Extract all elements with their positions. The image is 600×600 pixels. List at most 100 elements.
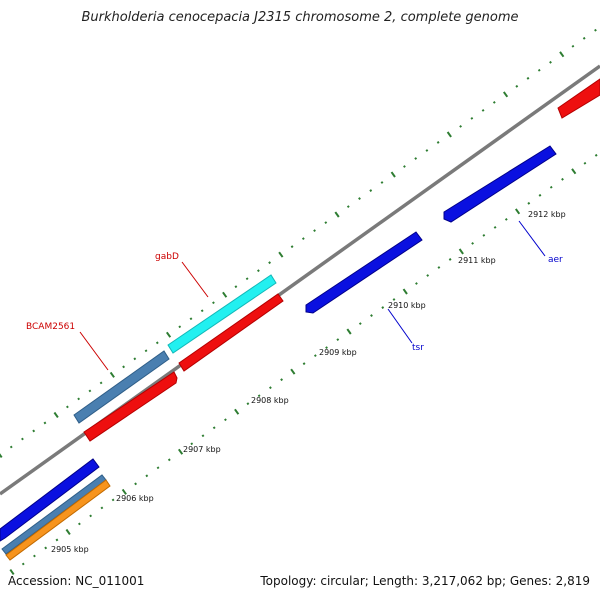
- tsr-leader: [387, 308, 413, 344]
- inner-track-tick: [280, 378, 284, 382]
- gene-blue-bottom-left[interactable]: [0, 458, 100, 542]
- outer-track-tick: [549, 60, 552, 64]
- inner-track-tick: [167, 458, 171, 462]
- outer-track-tick: [122, 365, 126, 369]
- gene-aer[interactable]: [443, 145, 557, 223]
- inner-track-tick: [594, 153, 598, 157]
- gene-steel-bottom-left[interactable]: [1, 474, 107, 555]
- outer-track-tick: [77, 397, 81, 401]
- outer-track-tick: [526, 76, 530, 80]
- inner-track-tick: [370, 314, 373, 317]
- inner-track-tick: [514, 208, 521, 215]
- outer-track-tick: [268, 261, 272, 265]
- inner-track-tick: [89, 514, 93, 518]
- gene-red-top-right[interactable]: [557, 78, 600, 119]
- inner-track-tick: [177, 448, 184, 455]
- inner-track-tick: [482, 234, 486, 237]
- inner-track-tick: [268, 386, 272, 390]
- outer-track-tick: [492, 101, 496, 104]
- inner-track-tick: [392, 298, 396, 301]
- outer-track-tick: [66, 405, 69, 409]
- outer-track-tick: [43, 421, 47, 425]
- outer-track-tick: [414, 157, 418, 160]
- accession-text: Accession: NC_011001: [8, 574, 145, 588]
- scale-label-2907: 2907 kbp: [183, 445, 221, 454]
- gene-tsr[interactable]: [305, 231, 423, 314]
- inner-track-tick: [448, 258, 452, 261]
- outer-track-tick: [109, 371, 115, 378]
- outer-track-tick: [582, 36, 586, 40]
- outer-track-tick: [515, 84, 519, 88]
- scale-label-2906: 2906 kbp: [116, 494, 154, 503]
- outer-track-tick: [481, 108, 485, 112]
- gene-bcam2561[interactable]: [73, 350, 170, 424]
- outer-track-tick: [446, 131, 452, 138]
- inner-track-tick: [313, 354, 317, 357]
- outer-track-tick: [144, 349, 148, 353]
- gene-orange-bottom-left[interactable]: [5, 479, 111, 561]
- outer-track-tick: [459, 124, 463, 128]
- scale-label-2909: 2909 kbp: [319, 348, 357, 357]
- bcam2561-label[interactable]: BCAM2561: [26, 322, 75, 332]
- map-title: Burkholderia cenocepacia J2315 chromosom…: [81, 10, 519, 25]
- outer-track-tick: [334, 211, 340, 218]
- outer-track-tick: [165, 331, 172, 338]
- inner-track-tick: [358, 322, 362, 325]
- tsr-label[interactable]: tsr: [412, 343, 424, 353]
- inner-track-tick: [302, 362, 306, 366]
- inner-track-tick: [471, 242, 475, 245]
- outer-track-tick: [32, 429, 36, 433]
- aer-label[interactable]: aer: [548, 255, 563, 265]
- outer-track-tick: [200, 309, 204, 313]
- outer-track-tick: [390, 171, 396, 178]
- inner-tick-track: [9, 153, 598, 575]
- outer-track-tick: [346, 205, 350, 208]
- outer-track-tick: [358, 197, 361, 200]
- inner-track-tick: [426, 274, 430, 277]
- gene-gabD[interactable]: [167, 274, 277, 354]
- inner-track-tick: [290, 368, 296, 375]
- scale-label-2910: 2910 kbp: [388, 301, 426, 310]
- gene-red-lower-2[interactable]: [178, 293, 284, 372]
- gabD-label[interactable]: gabD: [155, 252, 179, 262]
- outer-track-tick: [537, 68, 541, 72]
- outer-track-tick: [278, 251, 284, 258]
- inner-track-tick: [549, 185, 553, 189]
- inner-track-tick: [21, 562, 25, 566]
- outer-track-tick: [436, 141, 440, 144]
- inner-track-tick: [458, 248, 464, 255]
- gene-red-lower-1[interactable]: [83, 371, 178, 442]
- inner-track-tick: [9, 569, 15, 575]
- inner-track-tick: [77, 522, 81, 526]
- outer-track-tick: [470, 117, 474, 120]
- inner-track-tick: [156, 466, 160, 470]
- inner-track-tick: [504, 218, 508, 221]
- inner-track-tick: [257, 394, 261, 398]
- inner-track-tick: [571, 168, 577, 175]
- inner-track-tick: [44, 546, 48, 550]
- inner-track-tick: [402, 288, 408, 295]
- outer-track-tick: [403, 165, 406, 168]
- inner-track-tick: [65, 528, 71, 535]
- outer-track-tick: [502, 91, 509, 98]
- outer-track-tick: [369, 189, 373, 192]
- outer-track-tick: [380, 181, 384, 184]
- gabD-leader: [181, 261, 209, 298]
- inner-track-tick: [336, 338, 340, 341]
- outer-track-tick: [178, 325, 182, 329]
- scale-label-2912: 2912 kbp: [528, 210, 566, 219]
- outer-track-tick: [559, 51, 565, 58]
- inner-track-tick: [111, 498, 115, 502]
- inner-track-tick: [55, 538, 59, 542]
- scale-label-2908: 2908 kbp: [251, 396, 289, 405]
- inner-track-tick: [325, 346, 328, 349]
- outer-track-tick: [594, 28, 597, 32]
- bcam2561-leader: [79, 331, 109, 371]
- inner-track-tick: [527, 201, 531, 205]
- inner-track-tick: [190, 442, 194, 446]
- inner-track-tick: [538, 193, 542, 197]
- outer-track-tick: [53, 411, 59, 418]
- aer-leader: [518, 220, 546, 257]
- genome-summary-text: Topology: circular; Length: 3,217,062 bp…: [260, 574, 590, 588]
